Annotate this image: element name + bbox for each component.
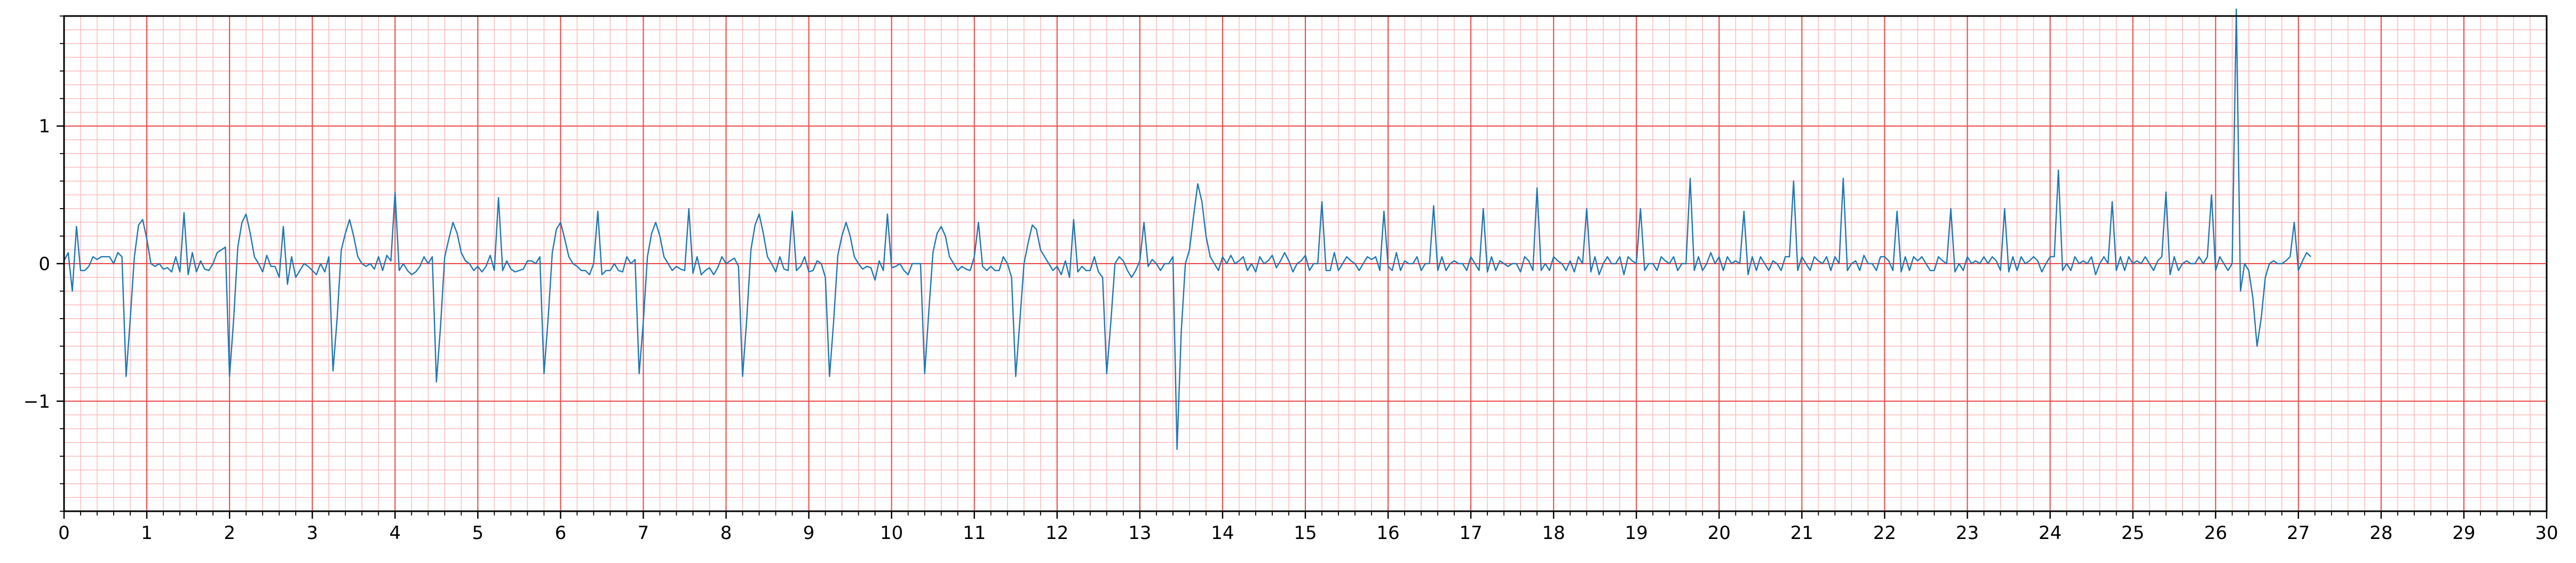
ecg-series-line bbox=[63, 8, 2311, 450]
x-tick-label: 24 bbox=[2039, 522, 2062, 544]
x-tick-label: 29 bbox=[2452, 522, 2475, 544]
x-axis: 0 1 2 3 4 5 6 7 8 9 10 11 12 13 14 15 16 17 18 19 20 21 22 23 24… bbox=[58, 511, 2558, 544]
x-tick-label: 6 bbox=[555, 522, 567, 544]
ecg-trace bbox=[63, 8, 2311, 450]
x-tick-label: 19 bbox=[1625, 522, 1648, 544]
x-tick-label: 10 bbox=[880, 522, 903, 544]
x-tick-label: 2 bbox=[224, 522, 235, 544]
y-tick-label: −1 bbox=[23, 391, 50, 413]
x-tick-label: 15 bbox=[1294, 522, 1317, 544]
x-tick-label: 7 bbox=[638, 522, 649, 544]
x-tick-label: 16 bbox=[1376, 522, 1399, 544]
y-tick-label: 0 bbox=[38, 253, 50, 275]
x-tick-label: 20 bbox=[1708, 522, 1731, 544]
x-tick-label: 14 bbox=[1211, 522, 1234, 544]
x-tick-label: 18 bbox=[1542, 522, 1565, 544]
major-grid bbox=[64, 16, 2547, 511]
x-tick-label: 23 bbox=[1956, 522, 1979, 544]
x-tick-label: 21 bbox=[1790, 522, 1813, 544]
x-tick-label: 3 bbox=[306, 522, 318, 544]
x-tick-label: 5 bbox=[472, 522, 484, 544]
x-tick-label: 8 bbox=[720, 522, 732, 544]
x-tick-label: 17 bbox=[1460, 522, 1483, 544]
x-tick-label: 30 bbox=[2535, 522, 2558, 544]
x-tick-label: 1 bbox=[141, 522, 153, 544]
x-tick-label: 22 bbox=[1873, 522, 1896, 544]
x-tick-label: 27 bbox=[2287, 522, 2310, 544]
x-tick-label: 0 bbox=[58, 522, 70, 544]
x-tick-label: 12 bbox=[1045, 522, 1068, 544]
x-tick-label: 4 bbox=[389, 522, 401, 544]
x-tick-label: 28 bbox=[2369, 522, 2392, 544]
x-tick-label: 11 bbox=[963, 522, 986, 544]
y-axis: −1 0 1 bbox=[23, 15, 64, 512]
x-tick-label: 25 bbox=[2121, 522, 2144, 544]
x-tick-label: 13 bbox=[1128, 522, 1151, 544]
x-tick-label: 26 bbox=[2204, 522, 2227, 544]
y-tick-label: 1 bbox=[38, 116, 50, 137]
x-tick-label: 9 bbox=[803, 522, 815, 544]
